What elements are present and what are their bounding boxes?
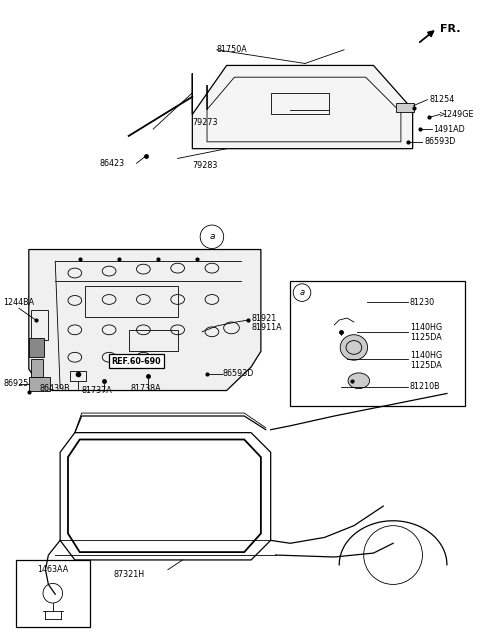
- Text: 86423: 86423: [99, 159, 124, 168]
- Bar: [16, 560, 89, 626]
- Text: 81254: 81254: [429, 95, 455, 104]
- Bar: [84, 285, 178, 317]
- Text: 87321H: 87321H: [113, 570, 144, 579]
- Bar: [290, 281, 465, 406]
- Bar: [29, 377, 50, 390]
- Text: FR.: FR.: [440, 24, 461, 34]
- Text: 81210B: 81210B: [410, 382, 440, 391]
- Text: 1491AD: 1491AD: [433, 125, 465, 134]
- Text: 1244BA: 1244BA: [3, 298, 35, 307]
- Polygon shape: [192, 66, 413, 149]
- Bar: [29, 338, 45, 358]
- Text: >: >: [438, 110, 445, 119]
- Text: 81921: 81921: [251, 314, 276, 323]
- Text: 1125DA: 1125DA: [410, 333, 442, 342]
- Bar: [396, 103, 414, 113]
- Text: 81750A: 81750A: [217, 45, 248, 54]
- Text: 86925: 86925: [3, 379, 29, 388]
- Text: 1140HG: 1140HG: [410, 323, 442, 332]
- Bar: [271, 93, 329, 114]
- Text: 1463AA: 1463AA: [37, 565, 69, 574]
- Text: 81230: 81230: [410, 298, 435, 307]
- Text: 1249GE: 1249GE: [442, 110, 474, 119]
- Text: a: a: [300, 288, 305, 297]
- Text: 79283: 79283: [192, 161, 218, 170]
- Bar: [31, 359, 43, 377]
- Bar: [129, 330, 178, 351]
- Text: 1125DA: 1125DA: [410, 361, 442, 370]
- Text: 86593D: 86593D: [424, 138, 456, 147]
- Text: 81911A: 81911A: [251, 323, 282, 332]
- Ellipse shape: [340, 335, 368, 360]
- Bar: [70, 371, 85, 381]
- Ellipse shape: [348, 373, 370, 388]
- Text: a: a: [209, 232, 215, 241]
- Text: 86439B: 86439B: [40, 384, 71, 393]
- Bar: [31, 310, 48, 340]
- Polygon shape: [29, 249, 261, 390]
- Text: 81738A: 81738A: [131, 384, 162, 393]
- Text: 86593D: 86593D: [223, 369, 254, 378]
- Text: 81737A: 81737A: [82, 386, 113, 395]
- Text: 1140HG: 1140HG: [410, 351, 442, 360]
- Text: 79273: 79273: [192, 118, 218, 127]
- Text: REF.60-690: REF.60-690: [112, 357, 161, 366]
